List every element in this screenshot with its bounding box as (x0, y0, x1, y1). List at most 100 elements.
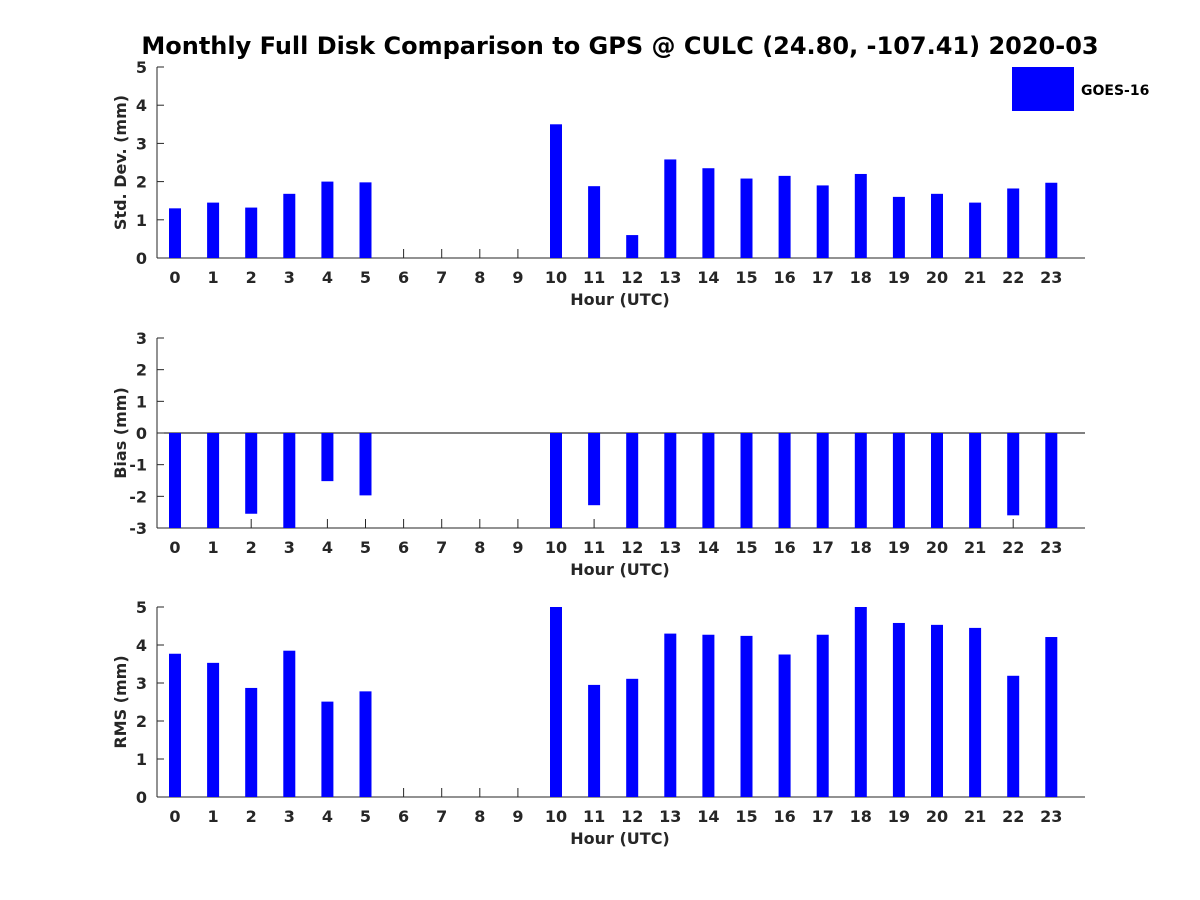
x-tick-label: 1 (208, 538, 219, 557)
bar-hour-20 (931, 433, 943, 528)
bar-hour-19 (892, 433, 905, 528)
bar-hour-21 (969, 202, 982, 258)
bar-hour-11 (588, 684, 601, 797)
bar-hour-20 (931, 193, 943, 258)
x-tick-label: 20 (926, 538, 948, 557)
x-tick-label: 4 (322, 538, 333, 557)
y-tick-label: 3 (136, 674, 147, 693)
x-tick-label: 14 (697, 268, 719, 287)
x-tick-label: 23 (1040, 538, 1062, 557)
bar-hour-19 (892, 622, 905, 797)
x-tick-label: 11 (583, 538, 605, 557)
y-tick-label: 1 (136, 392, 147, 411)
bar-hour-5 (359, 182, 372, 258)
bar-hour-4 (321, 433, 334, 482)
x-tick-label: 5 (360, 538, 371, 557)
x-tick-label: 4 (322, 268, 333, 287)
x-tick-label: 3 (284, 538, 295, 557)
bar-hour-23 (1045, 637, 1058, 797)
y-tick-label: 4 (136, 636, 147, 655)
legend-label: GOES-16 (1081, 83, 1149, 99)
x-tick-label: 19 (888, 538, 910, 557)
bar-hour-15 (740, 433, 753, 528)
bar-hour-1 (207, 662, 220, 797)
x-tick-label: 6 (398, 268, 409, 287)
x-tick-label: 21 (964, 538, 986, 557)
x-tick-label: 21 (964, 268, 986, 287)
x-tick-label: 8 (474, 807, 485, 826)
x-tick-label: 7 (436, 807, 447, 826)
x-tick-label: 1 (208, 268, 219, 287)
y-tick-label: 3 (136, 329, 147, 348)
x-axis-label: Hour (UTC) (570, 290, 670, 309)
x-tick-label: 3 (284, 268, 295, 287)
bar-hour-1 (207, 433, 220, 528)
x-tick-label: 6 (398, 807, 409, 826)
bar-hour-1 (207, 202, 220, 258)
x-tick-label: 11 (583, 268, 605, 287)
bar-hour-16 (778, 175, 791, 258)
x-tick-label: 5 (360, 807, 371, 826)
y-axis-label: Bias (mm) (111, 387, 130, 479)
bar-hour-15 (740, 178, 753, 258)
x-tick-label: 19 (888, 268, 910, 287)
bar-hour-4 (321, 181, 334, 258)
bar-hour-0 (169, 433, 181, 528)
bar-hour-23 (1045, 433, 1058, 528)
x-tick-label: 18 (850, 807, 872, 826)
x-tick-label: 10 (545, 807, 567, 826)
x-tick-label: 18 (850, 538, 872, 557)
x-tick-label: 22 (1002, 807, 1024, 826)
x-tick-label: 13 (659, 807, 681, 826)
bar-hour-16 (778, 654, 791, 797)
y-tick-label: -1 (129, 456, 147, 475)
bar-hour-2 (245, 433, 258, 514)
y-tick-label: 5 (136, 598, 147, 617)
x-tick-label: 4 (322, 807, 333, 826)
x-axis-label: Hour (UTC) (570, 829, 670, 848)
bar-hour-13 (664, 433, 677, 528)
y-tick-label: 2 (136, 173, 147, 192)
x-tick-label: 17 (812, 807, 834, 826)
bar-hour-14 (702, 168, 715, 258)
bar-hour-12 (626, 433, 639, 528)
x-tick-label: 11 (583, 807, 605, 826)
x-tick-label: 21 (964, 807, 986, 826)
x-tick-label: 8 (474, 268, 485, 287)
x-tick-label: 20 (926, 268, 948, 287)
x-tick-label: 12 (621, 807, 643, 826)
y-tick-label: 0 (136, 788, 147, 807)
bar-hour-15 (740, 635, 753, 797)
legend-swatch (1012, 67, 1074, 111)
x-tick-label: 2 (246, 807, 257, 826)
bar-hour-14 (702, 433, 715, 528)
y-axis-label: RMS (mm) (111, 655, 130, 748)
x-tick-label: 12 (621, 538, 643, 557)
bar-hour-3 (283, 650, 296, 797)
x-tick-label: 15 (735, 268, 757, 287)
y-tick-label: 1 (136, 211, 147, 230)
x-tick-label: 7 (436, 268, 447, 287)
x-tick-label: 22 (1002, 268, 1024, 287)
bar-hour-21 (969, 627, 982, 797)
bar-hour-3 (283, 193, 296, 258)
x-tick-label: 3 (284, 807, 295, 826)
legend: GOES-16 (1012, 67, 1149, 111)
x-tick-label: 15 (735, 807, 757, 826)
x-tick-label: 10 (545, 538, 567, 557)
bar-hour-2 (245, 207, 258, 258)
x-tick-label: 20 (926, 807, 948, 826)
x-tick-label: 2 (246, 268, 257, 287)
x-tick-label: 16 (773, 538, 795, 557)
x-tick-label: 0 (169, 807, 180, 826)
y-axis-label: Std. Dev. (mm) (111, 95, 130, 230)
x-axis-label: Hour (UTC) (570, 560, 670, 579)
x-tick-label: 10 (545, 268, 567, 287)
bar-hour-18 (854, 607, 867, 797)
bar-hour-17 (816, 433, 829, 528)
bar-hour-10 (550, 433, 562, 528)
x-tick-label: 0 (169, 268, 180, 287)
bar-hour-12 (626, 235, 639, 258)
x-tick-label: 19 (888, 807, 910, 826)
